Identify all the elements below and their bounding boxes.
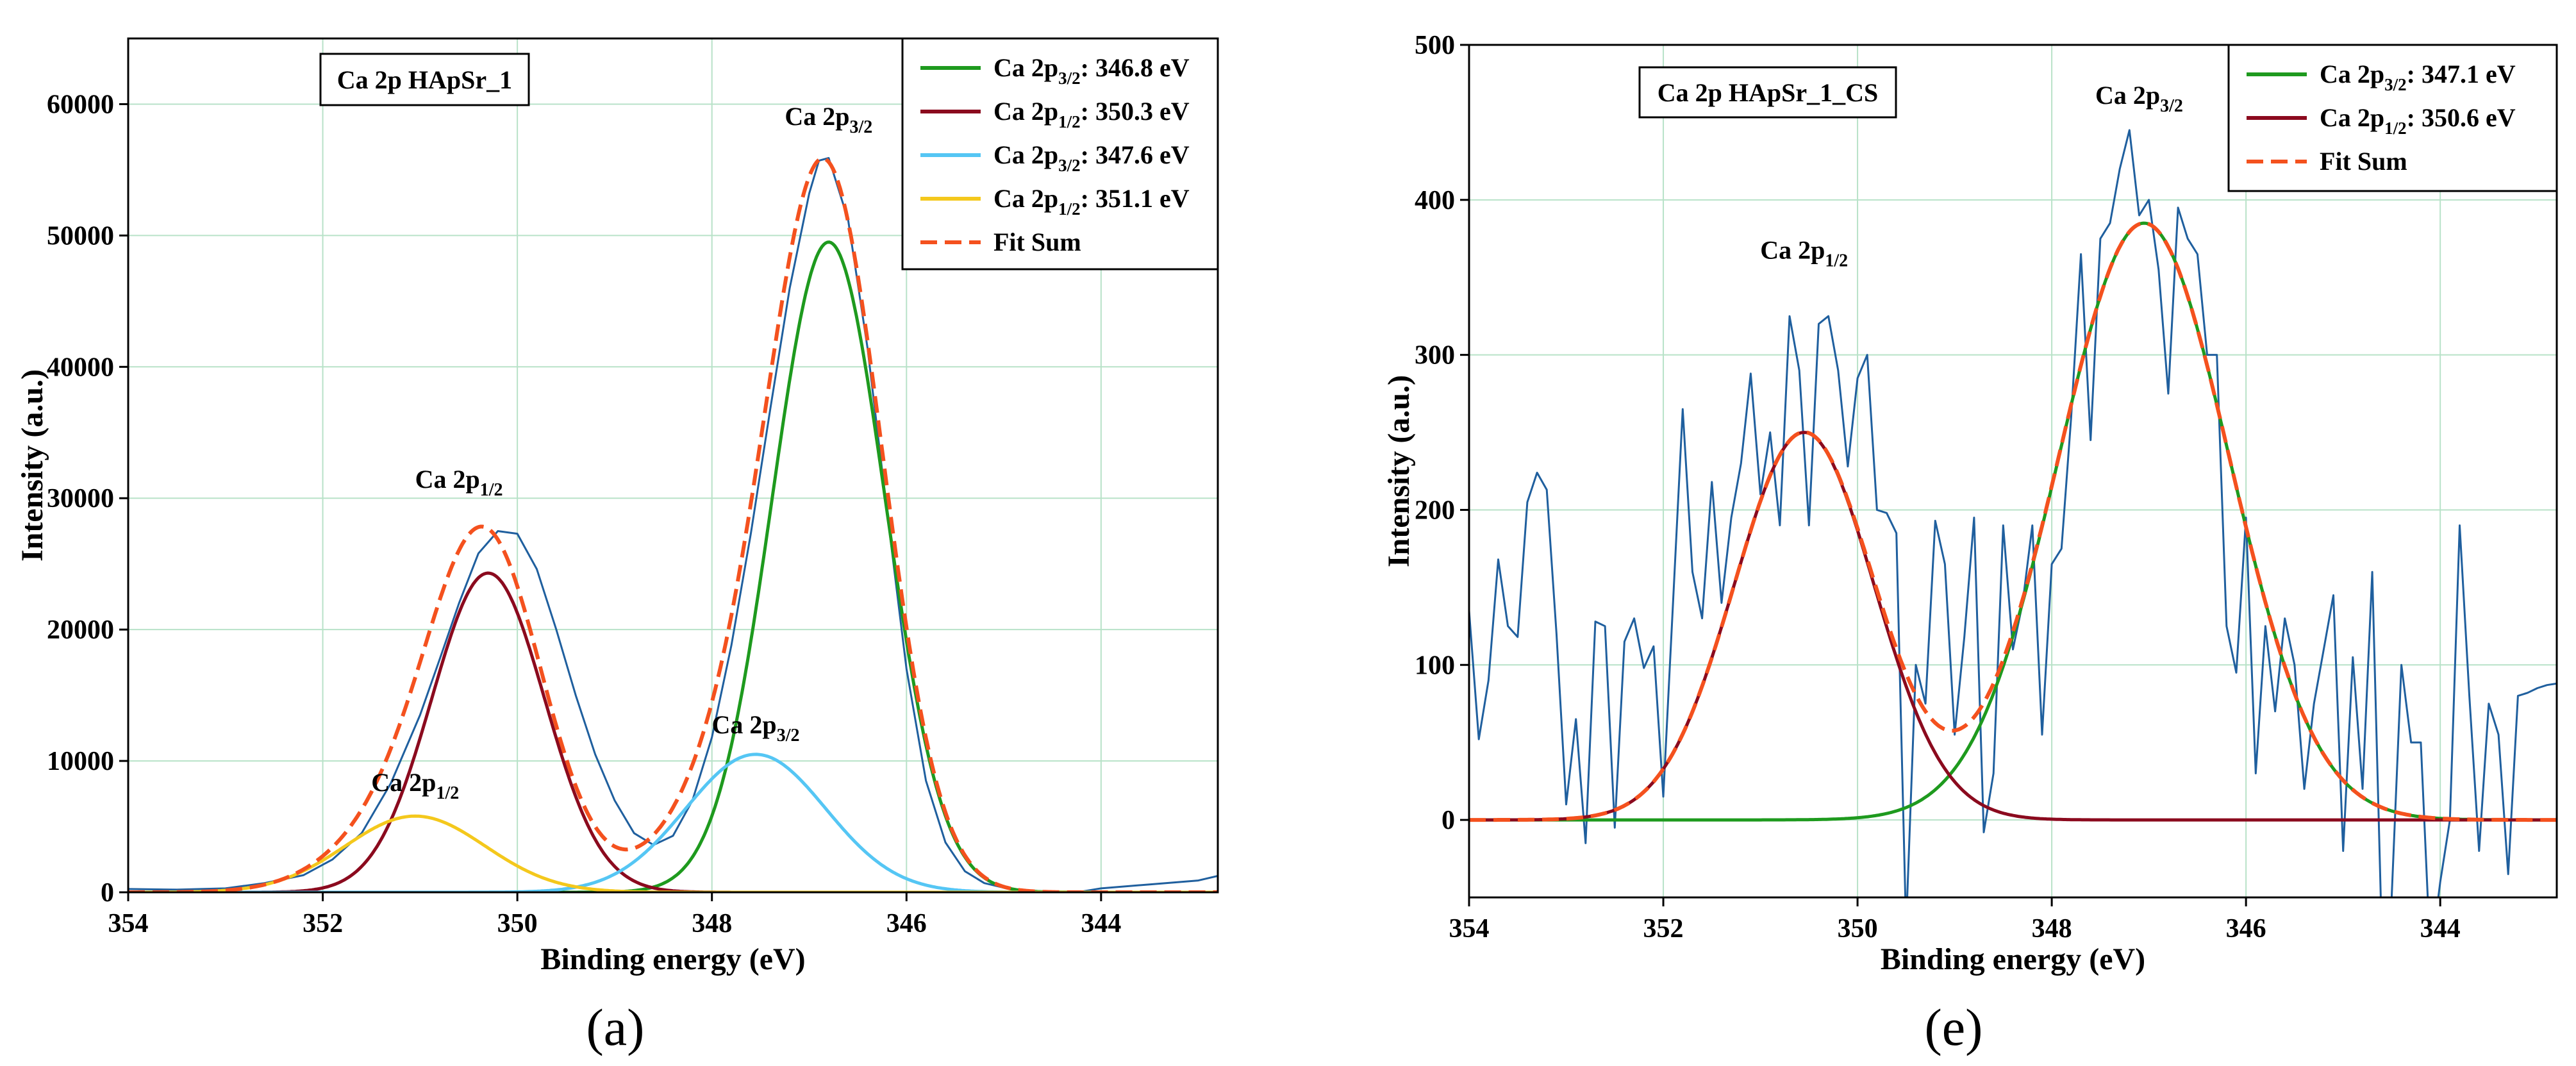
x-tick-label: 354 [108,909,149,938]
chart-title-a: Ca 2p HApSr_1 [337,65,512,94]
chart-title-box-a: Ca 2p HApSr_1 [319,53,530,106]
component-curve-2 [128,571,1218,892]
curves-e [1469,129,2557,897]
legend-entry-label: Ca 2p1/2: 351.1 eV [993,184,1190,219]
peak-annotation: Ca 2p1/2 [371,768,459,803]
y-tick-label: 60000 [47,90,114,119]
y-tick-label: 40000 [47,353,114,382]
x-tick-label: 348 [2032,914,2072,944]
peak-annotation: Ca 2p3/2 [712,710,800,745]
x-tick-label: 352 [1643,914,1684,944]
peak-annotations-e: Ca 2p3/2 Ca 2p1/2 [1760,81,2183,271]
y-axis-label-e: Intensity (a.u.) [1382,375,1416,567]
x-tick-label: 344 [2420,914,2461,944]
x-tick-label: 346 [2226,914,2266,944]
axis-ticks-e: 354 352 350 348 346 344 0 100 200 300 400 500 [1415,31,2461,944]
x-axis-label-a: Binding energy (eV) [540,942,805,976]
component-curve-3 [128,753,1218,892]
y-tick-label: 0 [101,878,114,908]
legend-entry-label: Fit Sum [993,228,1081,256]
component-curve-2 [1469,431,2557,822]
x-tick-label: 350 [1838,914,1878,944]
y-tick-label: 300 [1415,341,1455,371]
chart-title-e: Ca 2p HApSr_1_CS [1658,78,1879,107]
y-tick-label: 10000 [47,747,114,776]
x-tick-label: 344 [1081,909,1121,938]
raw-spectrum-line [1469,129,2557,897]
component-curve-1 [1469,221,2557,822]
panel-e: 354 352 350 348 346 344 0 100 200 300 400 500 Bindi… [1382,31,2558,1056]
component-curve-4 [128,814,1218,892]
legend-e: Ca 2p3/2: 347.1 eV Ca 2p1/2: 350.6 eV Fit … [2227,44,2558,192]
y-tick-label: 50000 [47,221,114,251]
y-tick-label: 100 [1415,651,1455,680]
legend-entry-label: Ca 2p3/2: 347.1 eV [2320,60,2516,94]
peak-annotation: Ca 2p1/2 [415,465,503,500]
panel-label-e: (e) [1924,998,1982,1056]
legend-entry-label: Ca 2p1/2: 350.6 eV [2320,103,2516,138]
fit-sum-curve [128,156,1218,892]
chart-title-box-e: Ca 2p HApSr_1_CS [1638,66,1897,119]
legend-a: Ca 2p3/2: 346.8 eV Ca 2p1/2: 350.3 eV Ca 2… [901,37,1219,271]
x-tick-label: 350 [497,909,538,938]
y-tick-label: 500 [1415,31,1455,60]
y-tick-label: 0 [1442,806,1455,835]
legend-entry-label: Ca 2p3/2: 346.8 eV [993,53,1190,88]
peak-annotations-a: Ca 2p3/2 Ca 2p1/2 Ca 2p3/2 Ca 2p1/2 [371,102,872,803]
y-tick-label: 400 [1415,186,1455,215]
panel-label-a: (a) [586,998,644,1056]
peak-annotation: Ca 2p3/2 [785,102,872,137]
y-tick-label: 20000 [47,615,114,645]
panel-a: 354 352 350 348 346 344 0 10000 20000 30000 40000 5… [15,37,1219,1056]
legend-entry-label: Ca 2p1/2: 350.3 eV [993,97,1190,131]
x-tick-label: 352 [303,909,343,938]
legend-entry-label: Fit Sum [2320,147,2407,176]
fit-sum-curve [1469,221,2557,822]
y-axis-label-a: Intensity (a.u.) [15,369,49,562]
y-tick-label: 200 [1415,496,1455,525]
legend-entry-label: Ca 2p3/2: 347.6 eV [993,140,1190,175]
plot-frame-a [127,37,1219,894]
peak-annotation: Ca 2p3/2 [2095,81,2183,116]
x-tick-label: 354 [1449,914,1490,944]
y-tick-label: 30000 [47,484,114,513]
plot-frame-e [1468,44,2558,899]
x-axis-label-e: Binding energy (eV) [1881,942,2145,976]
x-tick-label: 348 [692,909,732,938]
peak-annotation: Ca 2p1/2 [1760,236,1848,271]
component-curve-1 [128,240,1218,892]
axis-ticks-a: 354 352 350 348 346 344 0 10000 20000 30000 40000 5… [47,90,1121,938]
x-tick-label: 346 [886,909,927,938]
